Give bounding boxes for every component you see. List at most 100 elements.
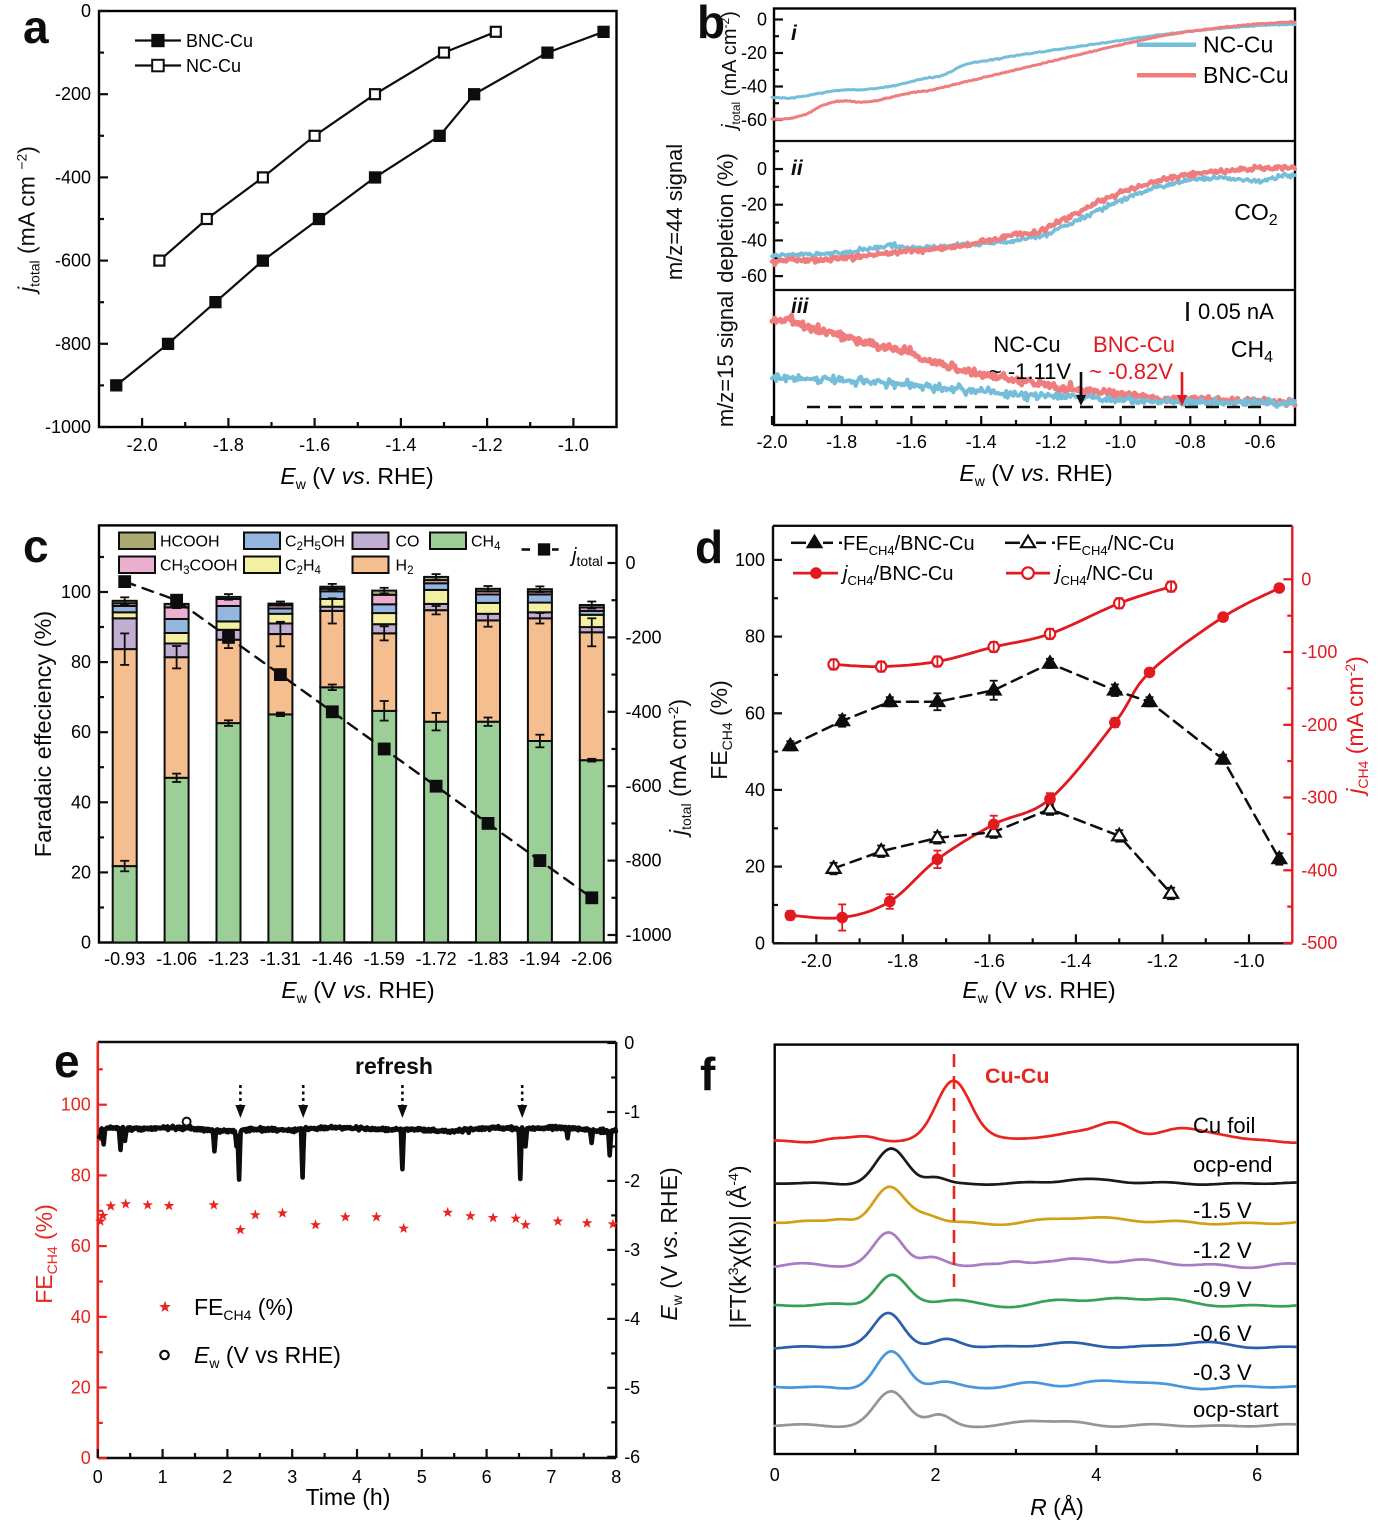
svg-text:0: 0 [93, 1467, 103, 1487]
svg-text:0: 0 [626, 553, 636, 573]
svg-text:c: c [23, 520, 49, 572]
svg-text:80: 80 [745, 627, 765, 647]
svg-text:-1.31: -1.31 [260, 949, 301, 969]
svg-text:ii: ii [791, 157, 804, 180]
svg-text:-1.2 V: -1.2 V [1193, 1238, 1252, 1263]
svg-text:6: 6 [1252, 1465, 1262, 1485]
svg-text:FECH4​ (%): FECH4​ (%) [706, 680, 735, 780]
svg-text:|FT(k3​χ(k))| (Å-4​): |FT(k3​χ(k))| (Å-4​) [724, 1165, 751, 1328]
svg-text:ocp-end: ocp-end [1193, 1152, 1273, 1177]
svg-text:40: 40 [71, 792, 91, 812]
svg-text:BNC-Cu: BNC-Cu [1093, 332, 1175, 357]
svg-text:-600: -600 [626, 776, 662, 796]
svg-text:-800: -800 [55, 334, 91, 354]
svg-text:HCOOH: HCOOH [160, 534, 220, 551]
svg-text:80: 80 [71, 652, 91, 672]
svg-text:6: 6 [482, 1467, 492, 1487]
svg-text:-800: -800 [626, 851, 662, 871]
svg-text:d: d [695, 521, 723, 573]
svg-text:Ew​ (V vs RHE): Ew​ (V vs RHE) [194, 1342, 341, 1371]
svg-text:Cu-Cu: Cu-Cu [985, 1064, 1049, 1088]
svg-text:-0.6 V: -0.6 V [1193, 1321, 1252, 1346]
svg-text:20: 20 [71, 862, 91, 882]
svg-text:CH3​COOH: CH3​COOH [160, 558, 238, 578]
svg-text:-400: -400 [1301, 860, 1337, 880]
svg-text:0: 0 [757, 10, 767, 30]
svg-text:0: 0 [81, 1448, 91, 1468]
svg-text:100: 100 [61, 1095, 91, 1115]
svg-text:-0.93: -0.93 [104, 949, 145, 969]
svg-text:NC-Cu: NC-Cu [186, 56, 241, 76]
svg-text:0: 0 [770, 1465, 780, 1485]
svg-text:f: f [700, 1048, 716, 1100]
svg-text:Faradaic effeciency (%): Faradaic effeciency (%) [30, 611, 56, 857]
svg-text:refresh: refresh [355, 1053, 433, 1079]
svg-text:b: b [697, 0, 725, 48]
svg-text:C2​H4​: C2​H4​ [285, 558, 322, 578]
svg-text:-2.0: -2.0 [801, 951, 832, 971]
svg-text:-20: -20 [741, 195, 767, 215]
svg-text:-40: -40 [741, 230, 767, 250]
svg-text:-0.6: -0.6 [1244, 432, 1275, 452]
svg-text:-1.94: -1.94 [519, 949, 560, 969]
svg-text:-60: -60 [741, 266, 767, 286]
svg-text:-1.4: -1.4 [1060, 951, 1091, 971]
svg-text:-1.8: -1.8 [887, 951, 918, 971]
svg-text:60: 60 [71, 1236, 91, 1256]
svg-text:-600: -600 [55, 251, 91, 271]
svg-text:-1.5 V: -1.5 V [1193, 1198, 1252, 1223]
svg-text:e: e [54, 1035, 80, 1087]
svg-text:5: 5 [417, 1467, 427, 1487]
svg-text:-1.8: -1.8 [826, 432, 857, 452]
svg-text:~ -0.82V: ~ -0.82V [1089, 359, 1173, 384]
svg-text:8: 8 [611, 1467, 621, 1487]
svg-text:0: 0 [755, 933, 765, 953]
svg-text:-1.4: -1.4 [385, 435, 416, 455]
svg-text:-0.8: -0.8 [1175, 432, 1206, 452]
svg-text:-200: -200 [626, 627, 662, 647]
svg-text:i: i [791, 22, 798, 45]
svg-text:-1.46: -1.46 [312, 949, 353, 969]
svg-text:Cu foil: Cu foil [1193, 1113, 1255, 1138]
svg-text:-2.0: -2.0 [127, 435, 158, 455]
svg-text:BNC-Cu: BNC-Cu [186, 31, 253, 51]
svg-text:-2: -2 [624, 1171, 640, 1191]
svg-text:m/z=15 signal: m/z=15 signal [713, 291, 738, 427]
svg-text:Time (h): Time (h) [306, 1484, 391, 1510]
svg-text:80: 80 [71, 1165, 91, 1185]
svg-text:-1.2: -1.2 [1035, 432, 1066, 452]
svg-text:-6: -6 [624, 1447, 640, 1467]
svg-text:0: 0 [624, 1033, 634, 1053]
svg-text:-1.6: -1.6 [974, 951, 1005, 971]
svg-text:0: 0 [81, 1, 91, 21]
svg-text:-20: -20 [741, 43, 767, 63]
svg-text:-1.83: -1.83 [467, 949, 508, 969]
svg-text:40: 40 [745, 780, 765, 800]
svg-text:NC-Cu: NC-Cu [993, 332, 1060, 357]
svg-text:-3: -3 [624, 1240, 640, 1260]
svg-text:100: 100 [61, 582, 91, 602]
svg-text:-1.59: -1.59 [364, 949, 405, 969]
svg-text:-1.0: -1.0 [1233, 951, 1264, 971]
svg-text:FECH4​/BNC-Cu: FECH4​/BNC-Cu [843, 533, 975, 558]
svg-text:20: 20 [71, 1378, 91, 1398]
svg-text:-1.2: -1.2 [472, 435, 503, 455]
svg-text:Ew​ (V vs. RHE): Ew​ (V vs. RHE) [280, 463, 433, 492]
svg-text:7: 7 [546, 1467, 556, 1487]
svg-text:-1000: -1000 [626, 925, 672, 945]
svg-text:0.05 nA: 0.05 nA [1198, 299, 1274, 324]
svg-text:-200: -200 [55, 84, 91, 104]
svg-text:-1.8: -1.8 [213, 435, 244, 455]
svg-text:0: 0 [1301, 569, 1311, 589]
svg-text:NC-Cu: NC-Cu [1203, 32, 1273, 58]
svg-text:2: 2 [222, 1467, 232, 1487]
svg-text:-400: -400 [55, 167, 91, 187]
svg-text:-200: -200 [1301, 715, 1337, 735]
svg-text:iii: iii [791, 295, 810, 318]
svg-text:FECH4​/NC-Cu: FECH4​/NC-Cu [1056, 533, 1174, 558]
svg-text:Ew​ (V vs. RHE): Ew​ (V vs. RHE) [281, 977, 434, 1006]
svg-text:3: 3 [287, 1467, 297, 1487]
svg-text:R (Å): R (Å) [1030, 1493, 1084, 1520]
svg-text:4: 4 [352, 1467, 362, 1487]
svg-text:-1.0: -1.0 [1105, 432, 1136, 452]
